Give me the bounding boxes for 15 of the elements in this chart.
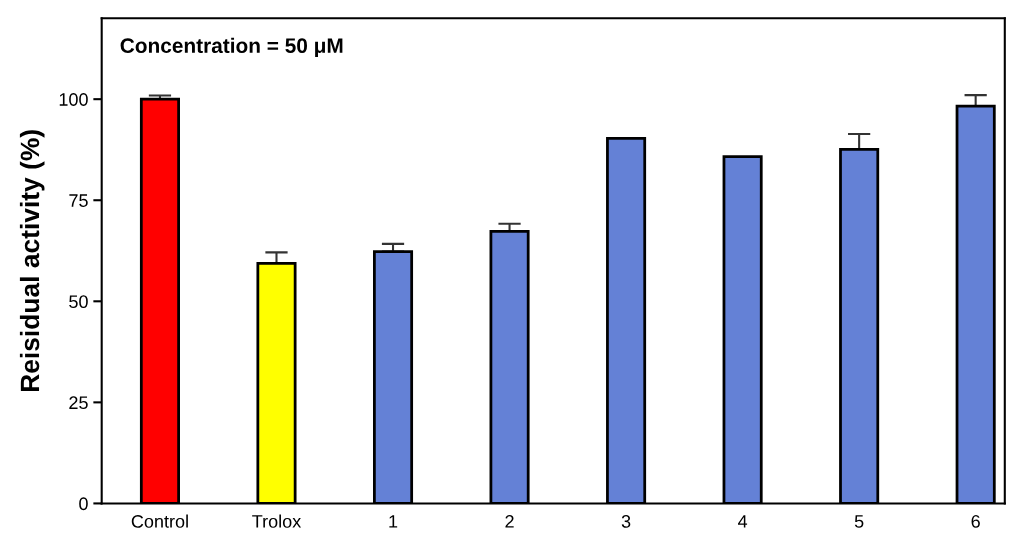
x-tick-label: 6 [971, 515, 980, 528]
x-tick-label: 2 [505, 515, 514, 528]
y-tick-label: 25 [69, 396, 88, 410]
y-axis-title: Reisidual activity (%) [19, 130, 45, 392]
y-tick-label: 0 [79, 497, 88, 511]
x-tick-label: 3 [621, 515, 631, 528]
y-tick-label: 50 [69, 295, 88, 309]
x-tick-label: 5 [854, 515, 864, 528]
x-tick-label: Control [131, 514, 188, 528]
x-tick-label: Trolox [252, 514, 302, 528]
x-tick-label: 1 [389, 515, 398, 528]
x-tick-label: 4 [738, 515, 748, 528]
y-tick-label: 100 [59, 93, 88, 106]
y-tick-label: 75 [69, 194, 88, 207]
annotation: Concentration = 50 μM [120, 37, 343, 58]
